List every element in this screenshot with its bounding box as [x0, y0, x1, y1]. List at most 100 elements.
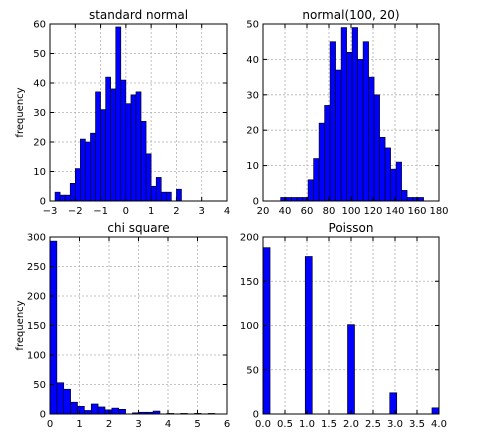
histogram-bar — [351, 27, 358, 202]
histogram-bar — [115, 26, 122, 202]
subplot-4: 0.0 0.5 1.0 1.5 2.0 2.5 3.0 3.5 4.0 0 50 100 150 200 P… — [240, 221, 447, 430]
y-tick-label: 40 — [33, 79, 46, 90]
histogram-bar — [130, 94, 137, 202]
subplot-title: normal(100, 20) — [302, 8, 399, 22]
histogram-bar — [368, 76, 375, 202]
histogram-bar — [85, 141, 91, 202]
histogram-bar — [417, 197, 424, 202]
histogram-bar — [100, 109, 106, 202]
histogram-bar — [80, 138, 86, 202]
histogram-bar — [84, 410, 92, 415]
histogram-bar — [362, 41, 369, 202]
x-tick-label: 1.0 — [299, 419, 315, 430]
histogram-bar — [313, 158, 320, 202]
x-tick-label: 100 — [341, 206, 360, 217]
x-tick-label: 2.0 — [343, 419, 359, 430]
histogram-bar — [118, 408, 126, 415]
histogram-bar — [54, 191, 61, 202]
histogram-bar — [150, 185, 157, 202]
x-tick-label: 5 — [194, 419, 200, 430]
histogram-bar — [373, 94, 380, 202]
y-tick-label: 200 — [240, 233, 259, 244]
x-tick-label: 3.0 — [387, 419, 403, 430]
histogram-bar — [120, 79, 127, 202]
histogram-bar — [347, 324, 355, 415]
histogram-bar — [74, 168, 81, 202]
x-tick-label: 6 — [224, 419, 230, 430]
histogram-bar — [346, 52, 353, 202]
histogram-bar — [285, 197, 292, 202]
y-tick-label: 50 — [33, 380, 46, 391]
histogram-bar — [291, 197, 298, 202]
y-tick-label: 50 — [246, 365, 259, 376]
histogram-bar — [296, 197, 303, 202]
x-tick-label: 4 — [165, 419, 171, 430]
histogram-bar — [135, 91, 142, 202]
histogram-bar — [176, 188, 182, 202]
histogram-bar — [70, 401, 78, 415]
histogram-bar — [56, 382, 65, 415]
y-tick-label: 0 — [253, 410, 259, 421]
y-tick-label: 0 — [40, 410, 46, 421]
subplot-3: 0 1 2 3 4 5 6 0 50 100 150 200 250 300 chi square frequ… — [15, 221, 230, 430]
histogram-bar — [340, 27, 347, 202]
x-tick-label: 0 — [47, 419, 53, 430]
y-tick-label: 30 — [33, 108, 46, 119]
y-tick-label: 50 — [33, 49, 46, 60]
x-tick-label: 20 — [257, 206, 270, 217]
x-tick-label: 1 — [76, 419, 82, 430]
histogram-bar — [335, 69, 342, 202]
histogram-bar — [63, 388, 71, 415]
y-tick-label: 10 — [246, 161, 259, 172]
histogram-bar — [324, 105, 331, 202]
y-tick-label: 100 — [240, 321, 259, 332]
histogram-bar — [59, 194, 66, 202]
histogram-bar — [304, 256, 313, 415]
histogram-bar — [90, 403, 99, 415]
histogram-bar — [307, 179, 314, 202]
y-tick-label: 100 — [27, 351, 46, 362]
x-tick-label: 3 — [199, 206, 205, 217]
y-tick-label: 200 — [27, 292, 46, 303]
histogram-bar — [389, 392, 398, 415]
x-tick-label: 4.0 — [431, 419, 447, 430]
y-tick-label: 40 — [246, 55, 259, 66]
x-tick-label: −2 — [68, 206, 83, 217]
x-tick-label: 1 — [148, 206, 154, 217]
histogram-bar — [155, 177, 162, 202]
x-tick-label: 3 — [135, 419, 141, 430]
y-tick-label: 150 — [27, 321, 46, 332]
histogram-bar — [329, 41, 336, 202]
y-tick-label: 10 — [33, 167, 46, 178]
histogram-bar — [77, 406, 85, 415]
histogram-bar — [90, 132, 96, 202]
histogram-bar — [64, 194, 71, 202]
x-tick-label: 140 — [385, 206, 404, 217]
histogram-bar — [384, 147, 391, 202]
histogram-bar — [97, 406, 106, 415]
histogram-bar — [111, 407, 120, 415]
y-tick-label: 250 — [27, 262, 46, 273]
x-tick-label: 180 — [429, 206, 448, 217]
histogram-bar — [145, 153, 152, 202]
histogram-bar — [104, 409, 113, 415]
histogram-bar — [395, 161, 402, 202]
histogram-bar — [110, 88, 117, 202]
x-tick-label: 80 — [323, 206, 336, 217]
histogram-bar — [166, 191, 172, 202]
histogram-bar — [390, 168, 397, 202]
y-tick-label: 30 — [246, 90, 259, 101]
subplot-2: 20 40 60 80 100 120 140 160 180 0 10 20 30 40 50 normal… — [246, 8, 448, 217]
subplot-title: Poisson — [329, 221, 374, 235]
histogram-bar — [160, 191, 167, 202]
x-tick-label: 3.5 — [409, 419, 425, 430]
x-tick-label: −1 — [93, 206, 108, 217]
histogram-bar — [406, 197, 413, 202]
y-tick-label: 0 — [253, 197, 259, 208]
histogram-bar — [431, 407, 440, 415]
x-tick-label: 2 — [173, 206, 179, 217]
x-tick-label: 40 — [279, 206, 292, 217]
y-tick-label: 20 — [33, 138, 46, 149]
histogram-bar — [49, 240, 58, 415]
